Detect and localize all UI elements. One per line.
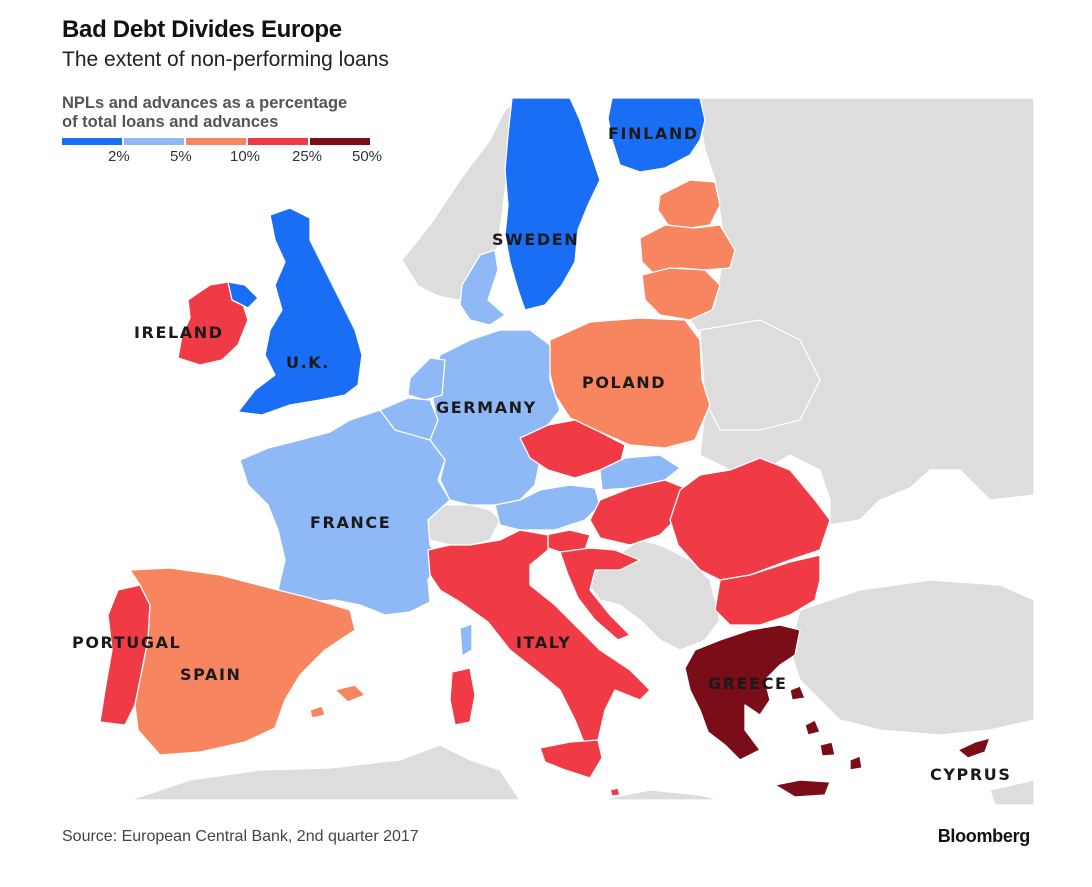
country-croatia bbox=[559, 547, 641, 641]
country-poland bbox=[547, 317, 711, 449]
legend-swatch-1 bbox=[124, 138, 184, 145]
legend-ticks: 2% 5% 10% 25% 50% bbox=[62, 145, 392, 165]
legend-tick-2: 2% bbox=[108, 148, 130, 165]
country-sicily bbox=[539, 739, 603, 779]
map-subtitle: The extent of non-performing loans bbox=[62, 48, 389, 71]
label-ireland: IRELAND bbox=[134, 323, 224, 342]
country-finland bbox=[607, 97, 706, 173]
country-lithuania bbox=[641, 267, 721, 321]
country-uk bbox=[237, 207, 363, 416]
map-title: Bad Debt Divides Europe bbox=[62, 16, 342, 43]
legend: NPLs and advances as a percentage of tot… bbox=[62, 94, 392, 165]
label-finland: FINLAND bbox=[608, 124, 699, 143]
label-greece: GREECE bbox=[708, 674, 788, 693]
source-note: Source: European Central Bank, 2nd quart… bbox=[62, 828, 419, 845]
country-netherlands bbox=[407, 357, 446, 401]
label-cyprus: CYPRUS bbox=[930, 765, 1012, 784]
label-uk: U.K. bbox=[286, 353, 330, 372]
legend-swatch-3 bbox=[248, 138, 308, 145]
country-spain bbox=[129, 567, 356, 756]
country-estonia bbox=[657, 179, 721, 229]
legend-tick-50: 50% bbox=[352, 148, 383, 165]
legend-title-line1: NPLs and advances as a percentage bbox=[62, 94, 348, 112]
legend-swatch-0 bbox=[62, 138, 122, 145]
country-n-ireland bbox=[227, 281, 259, 309]
country-latvia bbox=[639, 224, 736, 276]
label-germany: GERMANY bbox=[436, 398, 537, 417]
legend-swatch-2 bbox=[186, 138, 246, 145]
country-italy bbox=[427, 529, 651, 746]
label-portugal: PORTUGAL bbox=[72, 633, 182, 652]
non-data-land bbox=[129, 96, 1035, 806]
country-hungary bbox=[589, 479, 691, 546]
legend-tick-25: 25% bbox=[292, 148, 323, 165]
label-poland: POLAND bbox=[582, 373, 667, 392]
country-cyprus bbox=[957, 737, 991, 759]
label-sweden: SWEDEN bbox=[492, 230, 580, 249]
country-sweden bbox=[504, 97, 601, 311]
country-ireland bbox=[177, 281, 249, 366]
country-denmark bbox=[459, 249, 506, 326]
country-bulgaria bbox=[714, 554, 821, 626]
legend-swatch-4 bbox=[310, 138, 370, 145]
country-romania bbox=[669, 457, 831, 581]
legend-tick-10: 10% bbox=[230, 148, 261, 165]
country-germany bbox=[429, 329, 561, 506]
legend-title-line2: of total loans and advances bbox=[62, 113, 279, 131]
label-france: FRANCE bbox=[310, 513, 392, 532]
country-slovakia bbox=[599, 454, 681, 491]
country-corsica bbox=[459, 623, 473, 657]
label-spain: SPAIN bbox=[180, 665, 242, 684]
label-italy: ITALY bbox=[516, 633, 572, 652]
legend-bar bbox=[62, 138, 372, 145]
country-sardinia bbox=[449, 667, 476, 726]
country-shapes bbox=[99, 97, 991, 798]
country-greece bbox=[684, 624, 801, 761]
legend-tick-5: 5% bbox=[170, 148, 192, 165]
bloomberg-logo: Bloomberg bbox=[937, 826, 1031, 846]
